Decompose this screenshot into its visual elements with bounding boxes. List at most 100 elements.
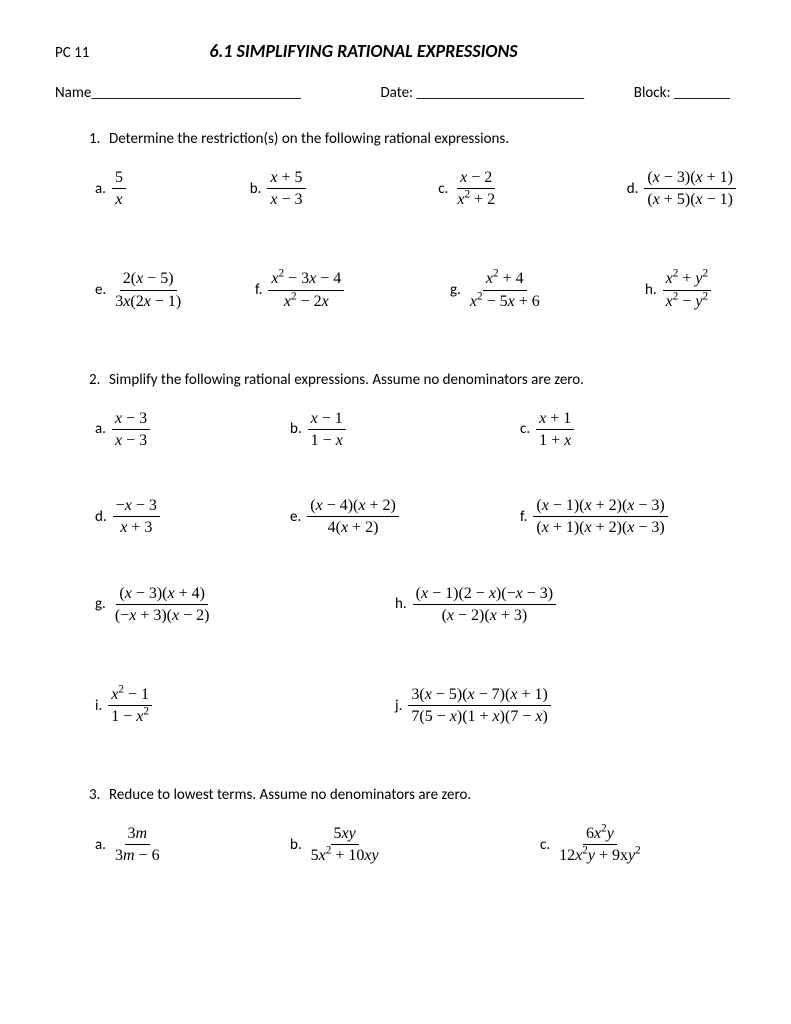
q2-item-f: f. (x − 1)(x + 2)(x − 3) (x + 1)(x + 2)(… — [520, 496, 668, 537]
fraction: x2 + y2 x2 − y2 — [663, 269, 711, 310]
block-label: Block: — [634, 84, 671, 102]
question-number: 3. — [89, 786, 109, 804]
q2-item-h: h. (x − 1)(2 − x)(−x − 3) (x − 2)(x + 3) — [395, 584, 556, 625]
fraction: (x − 3)(x + 1) (x + 5)(x − 1) — [644, 168, 736, 209]
fraction: x − 1 1 − x — [308, 409, 346, 450]
denominator: x2 − y2 — [663, 291, 711, 311]
q2-item-b: b. x − 1 1 − x — [290, 409, 520, 450]
denominator: x − 3 — [112, 430, 150, 450]
fraction: 5 x — [112, 168, 126, 209]
item-label: e. — [95, 281, 106, 299]
fraction: x2 − 3x − 4 x2 − 2x — [268, 269, 344, 310]
item-label: b. — [290, 420, 302, 438]
denominator: x2 − 5x + 6 — [467, 291, 543, 311]
denominator: x + 3 — [117, 517, 155, 537]
denominator: x − 3 — [267, 189, 305, 209]
numerator: 5xy — [331, 824, 359, 845]
numerator: x2 − 3x − 4 — [268, 269, 344, 290]
numerator: 2(x − 5) — [120, 269, 177, 290]
q2-row-3: g. (x − 3)(x + 4) (−x + 3)(x − 2) h. (x … — [55, 584, 736, 625]
denominator: (x + 5)(x − 1) — [644, 189, 736, 209]
name-blank[interactable]: ______________________________ — [91, 84, 300, 102]
q1-item-b: b. x + 5 x − 3 — [250, 168, 439, 209]
item-label: g. — [95, 595, 106, 613]
fraction: (x − 1)(x + 2)(x − 3) (x + 1)(x + 2)(x −… — [533, 496, 667, 537]
fraction: (x − 3)(x + 4) (−x + 3)(x − 2) — [112, 584, 213, 625]
numerator: (x − 4)(x + 2) — [307, 496, 399, 517]
worksheet-page: PC 11 6.1 SIMPLIFYING RATIONAL EXPRESSIO… — [0, 0, 791, 1024]
date-blank[interactable]: ________________________ — [416, 84, 583, 102]
numerator: x2 − 1 — [108, 685, 152, 706]
item-label: a. — [95, 180, 106, 198]
denominator: 5x2 + 10xy — [308, 845, 382, 865]
denominator: x — [112, 189, 125, 209]
item-label: j. — [395, 697, 402, 715]
denominator: 7(5 − x)(1 + x)(7 − x) — [408, 706, 550, 726]
numerator: x2 + 4 — [483, 269, 527, 290]
item-label: c. — [438, 180, 448, 198]
fraction: 5xy 5x2 + 10xy — [308, 824, 382, 865]
q2-item-g: g. (x − 3)(x + 4) (−x + 3)(x − 2) — [95, 584, 395, 625]
q2-item-e: e. (x − 4)(x + 2) 4(x + 2) — [290, 496, 520, 537]
item-label: b. — [250, 180, 262, 198]
numerator: −x − 3 — [113, 496, 160, 517]
question-number: 2. — [89, 371, 109, 389]
fraction: x2 + 4 x2 − 5x + 6 — [467, 269, 543, 310]
numerator: 3m — [125, 824, 151, 845]
q2-item-i: i. x2 − 1 1 − x2 — [95, 685, 395, 726]
q3-item-c: c. 6x2y 12x2y + 9xy2 — [540, 824, 644, 865]
q3-item-a: a. 3m 3m − 6 — [95, 824, 290, 865]
numerator: 3(x − 5)(x − 7)(x + 1) — [408, 685, 550, 706]
item-label: g. — [450, 281, 461, 299]
item-label: b. — [290, 836, 302, 854]
fraction: (x − 4)(x + 2) 4(x + 2) — [307, 496, 399, 537]
fraction: (x − 1)(2 − x)(−x − 3) (x − 2)(x + 3) — [413, 584, 556, 625]
fraction: x − 3 x − 3 — [112, 409, 150, 450]
denominator: x2 + 2 — [454, 189, 498, 209]
item-label: d. — [95, 508, 107, 526]
q1-item-f: f. x2 − 3x − 4 x2 − 2x — [255, 269, 450, 310]
denominator: (−x + 3)(x − 2) — [112, 605, 213, 625]
q3-row-1: a. 3m 3m − 6 b. 5xy 5x2 + 10xy c. 6x2y 1… — [55, 824, 736, 865]
numerator: x − 3 — [112, 409, 150, 430]
numerator: (x − 1)(x + 2)(x − 3) — [533, 496, 667, 517]
page-title: 6.1 SIMPLIFYING RATIONAL EXPRESSIONS — [209, 40, 517, 62]
numerator: 5 — [112, 168, 126, 189]
fraction: x + 5 x − 3 — [267, 168, 305, 209]
q1-item-d: d. (x − 3)(x + 1) (x + 5)(x − 1) — [627, 168, 736, 209]
item-label: c. — [540, 836, 550, 854]
denominator: (x + 1)(x + 2)(x − 3) — [533, 517, 667, 537]
date-label: Date: — [380, 84, 413, 102]
numerator: (x − 3)(x + 4) — [116, 584, 208, 605]
q2-row-1: a. x − 3 x − 3 b. x − 1 1 − x c. x + 1 1… — [55, 409, 736, 450]
denominator: 1 + x — [536, 430, 574, 450]
item-label: i. — [95, 697, 102, 715]
q3-item-b: b. 5xy 5x2 + 10xy — [290, 824, 540, 865]
block-blank[interactable]: ________ — [674, 84, 730, 102]
item-label: h. — [645, 281, 657, 299]
numerator: x − 1 — [308, 409, 346, 430]
denominator: (x − 2)(x + 3) — [439, 605, 531, 625]
item-label: f. — [520, 508, 527, 526]
q2-row-4: i. x2 − 1 1 − x2 j. 3(x − 5)(x − 7)(x + … — [55, 685, 736, 726]
name-label: Name — [55, 84, 91, 102]
question-1: 1. Determine the restriction(s) on the f… — [55, 130, 736, 148]
info-row: Name ______________________________ Date… — [55, 84, 736, 102]
q2-item-a: a. x − 3 x − 3 — [95, 409, 290, 450]
q1-row-2: e. 2(x − 5) 3x(2x − 1) f. x2 − 3x − 4 x2… — [55, 269, 736, 310]
item-label: e. — [290, 508, 301, 526]
fraction: 3m 3m − 6 — [112, 824, 163, 865]
denominator: 12x2y + 9xy2 — [556, 845, 644, 865]
fraction: x2 − 1 1 − x2 — [108, 685, 152, 726]
q1-item-h: h. x2 + y2 x2 − y2 — [645, 269, 711, 310]
denominator: 3m − 6 — [112, 845, 163, 865]
item-label: f. — [255, 281, 262, 299]
question-3: 3. Reduce to lowest terms. Assume no den… — [55, 786, 736, 804]
question-2: 2. Simplify the following rational expre… — [55, 371, 736, 389]
q1-row-1: a. 5 x b. x + 5 x − 3 c. x − 2 x2 + 2 d.… — [55, 168, 736, 209]
numerator: 6x2y — [583, 824, 617, 845]
item-label: d. — [627, 180, 639, 198]
question-text: Determine the restriction(s) on the foll… — [109, 130, 509, 148]
q2-item-j: j. 3(x − 5)(x − 7)(x + 1) 7(5 − x)(1 + x… — [395, 685, 551, 726]
fraction: 2(x − 5) 3x(2x − 1) — [112, 269, 184, 310]
